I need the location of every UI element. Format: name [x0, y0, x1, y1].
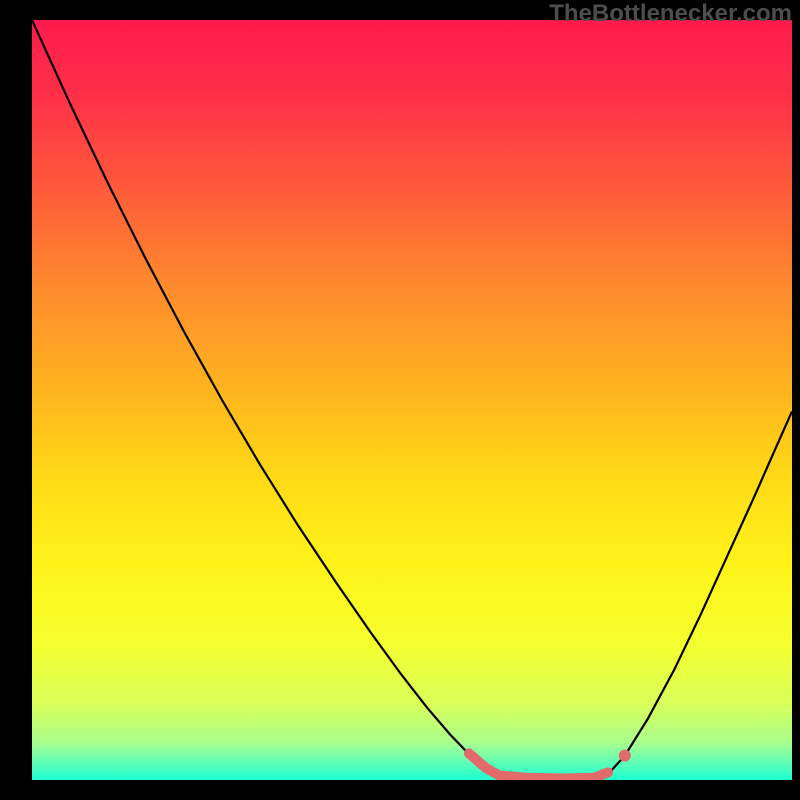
accent-marker	[619, 750, 631, 762]
plot-area	[32, 20, 792, 780]
watermark-text: TheBottlenecker.com	[549, 0, 792, 28]
chart-container: TheBottlenecker.com	[0, 0, 800, 800]
plot-background	[32, 20, 792, 780]
